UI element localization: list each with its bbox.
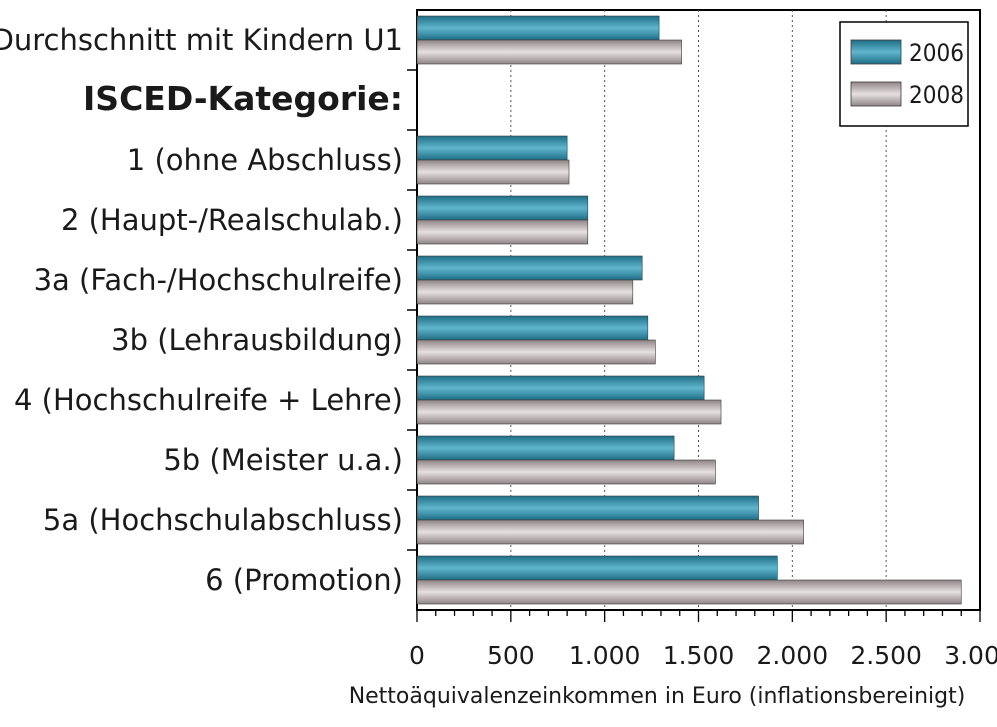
bar-2008 [416,519,804,545]
category-label: 6 (Promotion) [205,563,403,597]
category-labels: Durchschnitt mit Kindern U1 ISCED-Kategor… [0,23,403,597]
category-label: Durchschnitt mit Kindern U1 [0,23,403,57]
bar-2006 [416,495,759,521]
bar-2008 [416,159,570,185]
category-label: 4 (Hochschulreife + Lehre) [14,383,403,417]
bar-2008 [416,399,722,425]
bar-2006 [416,195,589,221]
legend-swatch-2006 [850,39,902,65]
legend-swatch-2008 [850,81,902,107]
category-label: 5b (Meister u.a.) [163,443,403,477]
bar-2006 [416,315,649,341]
x-tick-label: 1.000 [569,641,641,670]
bars [416,15,962,605]
x-tick-label: 1.500 [663,641,735,670]
bar-2008 [416,279,634,305]
category-label: 3b (Lehrausbildung) [111,323,403,357]
bar-2006 [416,255,643,281]
bar-2008 [416,339,656,365]
category-label: 1 (ohne Abschluss) [127,143,403,177]
x-tick-label: 0 [409,641,425,670]
x-tick-label: 500 [487,641,535,670]
legend-label: 2006 [909,39,964,67]
legend-label: 2008 [909,81,964,109]
bar-2008 [416,459,716,485]
category-label: 3a (Fach-/Hochschulreife) [34,263,403,297]
legend: 2006 2008 [839,21,969,127]
bar-2008 [416,219,589,245]
category-label: 5a (Hochschulabschluss) [43,503,403,537]
x-axis-title: Nettoäquivalenzeinkommen in Euro (inflat… [349,684,966,709]
bar-2006 [416,135,568,161]
bar-2006 [416,15,660,41]
x-tick-label: 2.000 [757,641,829,670]
category-label: 2 (Haupt-/Realschulab.) [61,203,403,237]
bar-2008 [416,579,962,605]
bar-2006 [416,555,778,581]
legend-box [839,21,969,127]
y-axis-ticks [407,69,417,551]
x-axis-ticks [416,610,981,622]
bar-2008 [416,39,682,65]
x-tick-label: 2.500 [850,641,922,670]
bar-2006 [416,375,705,401]
category-heading: ISCED-Kategorie: [83,79,403,118]
x-tick-label: 3.000 [944,641,997,670]
bar-2006 [416,435,675,461]
x-tick-labels: 0 500 1.000 1.500 2.000 2.500 3.000 [409,641,997,670]
